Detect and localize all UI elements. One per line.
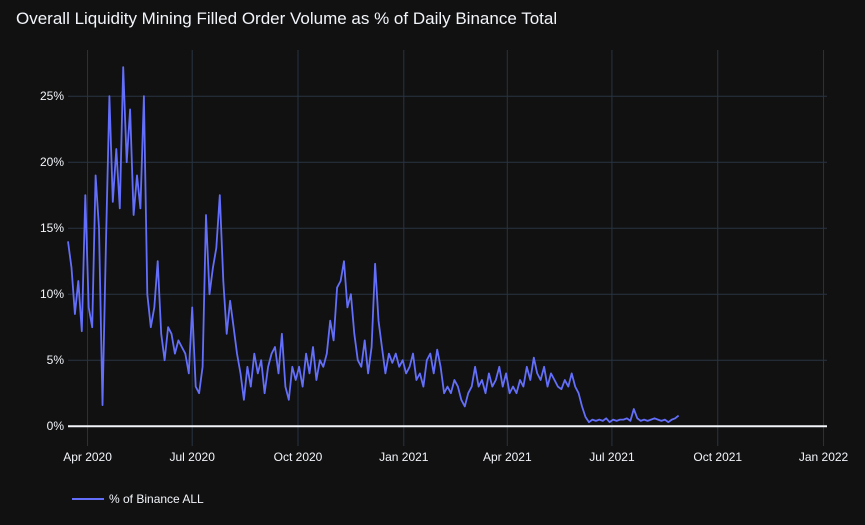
chart-title: Overall Liquidity Mining Filled Order Vo… xyxy=(16,9,557,28)
x-tick-label: Oct 2021 xyxy=(693,450,742,464)
y-tick-label: 5% xyxy=(47,353,65,367)
y-tick-label: 10% xyxy=(40,287,64,301)
x-tick-label: Jul 2020 xyxy=(170,450,216,464)
x-tick-label: Jan 2022 xyxy=(799,450,849,464)
axes: 0% 5% 10% 15% 20% 25% Apr 2020 Jul 2020 Oct 2020… xyxy=(40,89,849,464)
x-tick-label: Apr 2021 xyxy=(483,450,532,464)
x-tick-label: Jan 2021 xyxy=(379,450,429,464)
series-line-0 xyxy=(67,66,680,424)
y-tick-label: 20% xyxy=(40,155,64,169)
y-tick-label: 0% xyxy=(47,419,65,433)
x-tick-label: Oct 2020 xyxy=(274,450,323,464)
legend[interactable]: % of Binance ALL xyxy=(72,492,204,506)
y-tick-label: 15% xyxy=(40,221,64,235)
x-tick-label: Jul 2021 xyxy=(589,450,635,464)
legend-label: % of Binance ALL xyxy=(109,492,204,506)
x-tick-label: Apr 2020 xyxy=(63,450,112,464)
plot-area xyxy=(67,66,680,424)
y-tick-label: 25% xyxy=(40,89,64,103)
